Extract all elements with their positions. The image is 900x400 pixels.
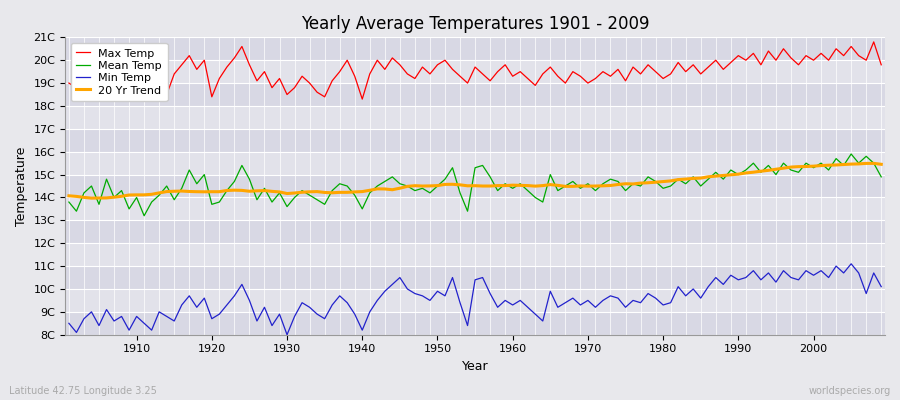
Bar bbox=[65, 266, 885, 289]
Max Temp bbox=[147, 97, 158, 102]
Mean Temp bbox=[297, 188, 308, 193]
Min Temp bbox=[508, 302, 518, 307]
Mean Temp bbox=[139, 213, 149, 218]
20 Yr Trend bbox=[876, 162, 886, 167]
Min Temp bbox=[282, 332, 292, 337]
Max Temp bbox=[64, 81, 75, 86]
Max Temp bbox=[297, 74, 308, 79]
Mean Temp bbox=[508, 186, 518, 191]
Min Temp bbox=[123, 328, 134, 332]
Bar bbox=[65, 174, 885, 198]
20 Yr Trend bbox=[342, 190, 353, 195]
Mean Temp bbox=[515, 181, 526, 186]
X-axis label: Year: Year bbox=[462, 360, 489, 373]
Bar bbox=[65, 289, 885, 312]
Y-axis label: Temperature: Temperature bbox=[15, 146, 28, 226]
Max Temp bbox=[123, 92, 134, 97]
Mean Temp bbox=[64, 200, 75, 204]
Line: Max Temp: Max Temp bbox=[69, 42, 881, 99]
Min Temp bbox=[846, 262, 857, 266]
20 Yr Trend bbox=[131, 192, 142, 197]
Bar bbox=[65, 152, 885, 174]
Min Temp bbox=[605, 294, 616, 298]
Text: worldspecies.org: worldspecies.org bbox=[809, 386, 891, 396]
Mean Temp bbox=[846, 152, 857, 156]
Max Temp bbox=[605, 74, 616, 79]
Max Temp bbox=[515, 69, 526, 74]
Line: Min Temp: Min Temp bbox=[69, 264, 881, 335]
Min Temp bbox=[515, 298, 526, 303]
Mean Temp bbox=[123, 206, 134, 211]
Min Temp bbox=[64, 321, 75, 326]
Bar bbox=[65, 220, 885, 243]
20 Yr Trend bbox=[508, 183, 518, 188]
20 Yr Trend bbox=[64, 194, 75, 198]
Text: Latitude 42.75 Longitude 3.25: Latitude 42.75 Longitude 3.25 bbox=[9, 386, 157, 396]
Min Temp bbox=[342, 300, 353, 305]
Max Temp bbox=[876, 62, 886, 67]
Legend: Max Temp, Mean Temp, Min Temp, 20 Yr Trend: Max Temp, Mean Temp, Min Temp, 20 Yr Tre… bbox=[71, 43, 167, 101]
Min Temp bbox=[297, 300, 308, 305]
20 Yr Trend bbox=[868, 161, 879, 166]
Bar bbox=[65, 198, 885, 220]
Max Temp bbox=[342, 58, 353, 63]
20 Yr Trend bbox=[297, 190, 308, 195]
Max Temp bbox=[868, 40, 879, 44]
Bar bbox=[65, 60, 885, 83]
Title: Yearly Average Temperatures 1901 - 2009: Yearly Average Temperatures 1901 - 2009 bbox=[301, 15, 649, 33]
Mean Temp bbox=[876, 174, 886, 179]
Bar bbox=[65, 129, 885, 152]
20 Yr Trend bbox=[605, 183, 616, 188]
Bar bbox=[65, 312, 885, 335]
Max Temp bbox=[508, 74, 518, 79]
Bar bbox=[65, 37, 885, 60]
20 Yr Trend bbox=[86, 196, 97, 200]
Mean Temp bbox=[605, 177, 616, 182]
Bar bbox=[65, 106, 885, 129]
Line: 20 Yr Trend: 20 Yr Trend bbox=[69, 163, 881, 198]
20 Yr Trend bbox=[515, 183, 526, 188]
Mean Temp bbox=[342, 184, 353, 188]
Line: Mean Temp: Mean Temp bbox=[69, 154, 881, 216]
Min Temp bbox=[876, 284, 886, 289]
Bar bbox=[65, 243, 885, 266]
Bar bbox=[65, 83, 885, 106]
